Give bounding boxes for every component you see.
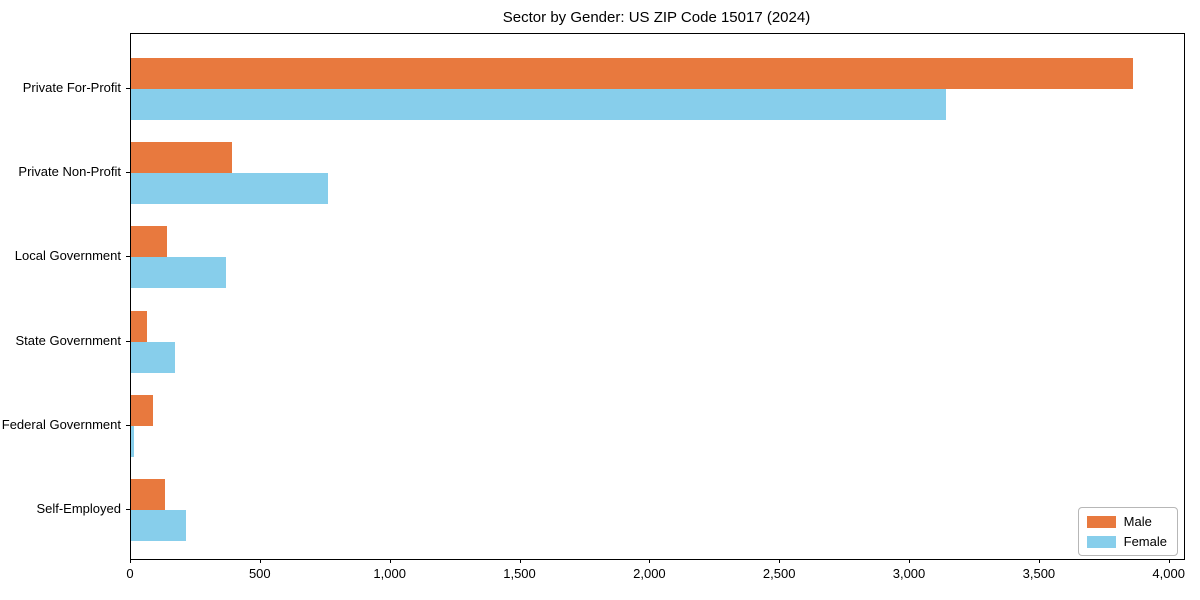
chart-title: Sector by Gender: US ZIP Code 15017 (202… [502, 9, 811, 26]
x-tick-mark [1038, 559, 1040, 563]
legend-label-female: Female [1123, 534, 1167, 549]
x-tick-label-3000: 3,000 [892, 566, 926, 581]
x-tick-label-500: 500 [248, 566, 271, 581]
bar-male-5 [131, 479, 165, 510]
bar-female-5 [131, 510, 186, 541]
legend-item-male: Male [1086, 514, 1167, 529]
x-tick-label-0: 0 [126, 566, 134, 581]
bar-female-1 [131, 173, 329, 205]
y-tick-mark [126, 172, 130, 174]
x-tick-label-2500: 2,500 [762, 566, 796, 581]
bar-male-0 [131, 58, 1134, 89]
y-tick-mark [126, 88, 130, 89]
y-tick-label-2: Local Government [14, 248, 121, 264]
y-tick-mark [126, 424, 130, 426]
x-tick-mark [130, 559, 131, 563]
x-tick-label-2000: 2,000 [633, 566, 666, 581]
bar-male-1 [131, 142, 233, 174]
bar-female-4 [131, 425, 135, 457]
x-tick-mark [259, 559, 261, 563]
x-tick-mark [649, 559, 651, 563]
x-tick-label-3500: 3,500 [1022, 566, 1056, 581]
bar-male-3 [131, 310, 147, 342]
y-tick-label-0: Private For-Profit [22, 80, 121, 95]
x-tick-label-1000: 1,000 [373, 566, 406, 581]
legend-item-female: Female [1086, 534, 1167, 549]
y-tick-mark [126, 256, 130, 258]
y-tick-mark [126, 340, 130, 342]
y-tick-label-3: State Government [15, 332, 122, 348]
bar-female-0 [131, 89, 947, 120]
bar-female-2 [131, 257, 226, 289]
x-tick-label-4000: 4,000 [1152, 566, 1185, 581]
x-tick-mark [389, 559, 391, 563]
y-tick-mark [126, 509, 130, 510]
x-tick-mark [519, 559, 521, 563]
x-tick-mark [909, 559, 910, 563]
legend-label-male: Male [1123, 514, 1152, 529]
female-color-swatch [1086, 535, 1116, 548]
bar-female-3 [131, 341, 176, 373]
y-tick-label-5: Self-Employed [36, 501, 121, 516]
x-tick-mark [779, 559, 781, 563]
male-color-swatch [1086, 515, 1116, 528]
y-tick-label-4: Federal Government [1, 416, 121, 432]
x-tick-label-1500: 1,500 [503, 566, 536, 581]
y-tick-label-1: Private Non-Profit [18, 164, 121, 180]
legend: Male Female [1077, 507, 1178, 556]
x-tick-mark [1168, 559, 1170, 563]
plot-area: Male Female [130, 33, 1185, 560]
bar-male-4 [131, 394, 154, 426]
bar-male-2 [131, 226, 168, 258]
